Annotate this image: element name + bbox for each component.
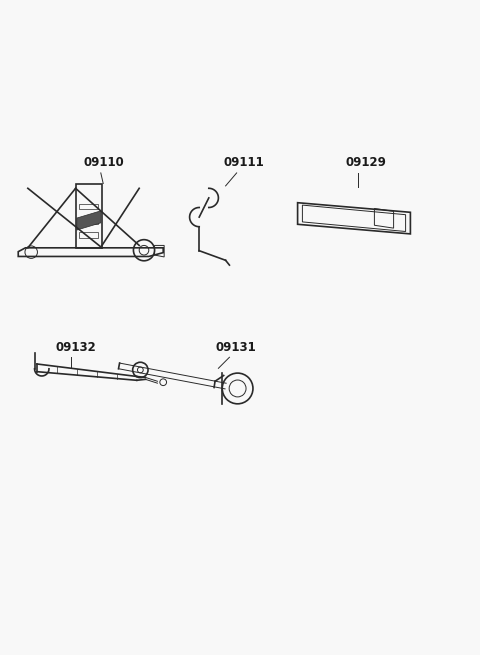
Text: 09110: 09110 xyxy=(84,156,125,169)
Polygon shape xyxy=(77,211,101,230)
Text: 09132: 09132 xyxy=(55,341,96,354)
Bar xyxy=(79,204,98,210)
Bar xyxy=(75,183,102,248)
Text: 09131: 09131 xyxy=(216,341,257,354)
Text: 09129: 09129 xyxy=(346,156,386,169)
Bar xyxy=(79,218,98,224)
Text: 09111: 09111 xyxy=(223,156,264,169)
Bar xyxy=(79,233,98,238)
